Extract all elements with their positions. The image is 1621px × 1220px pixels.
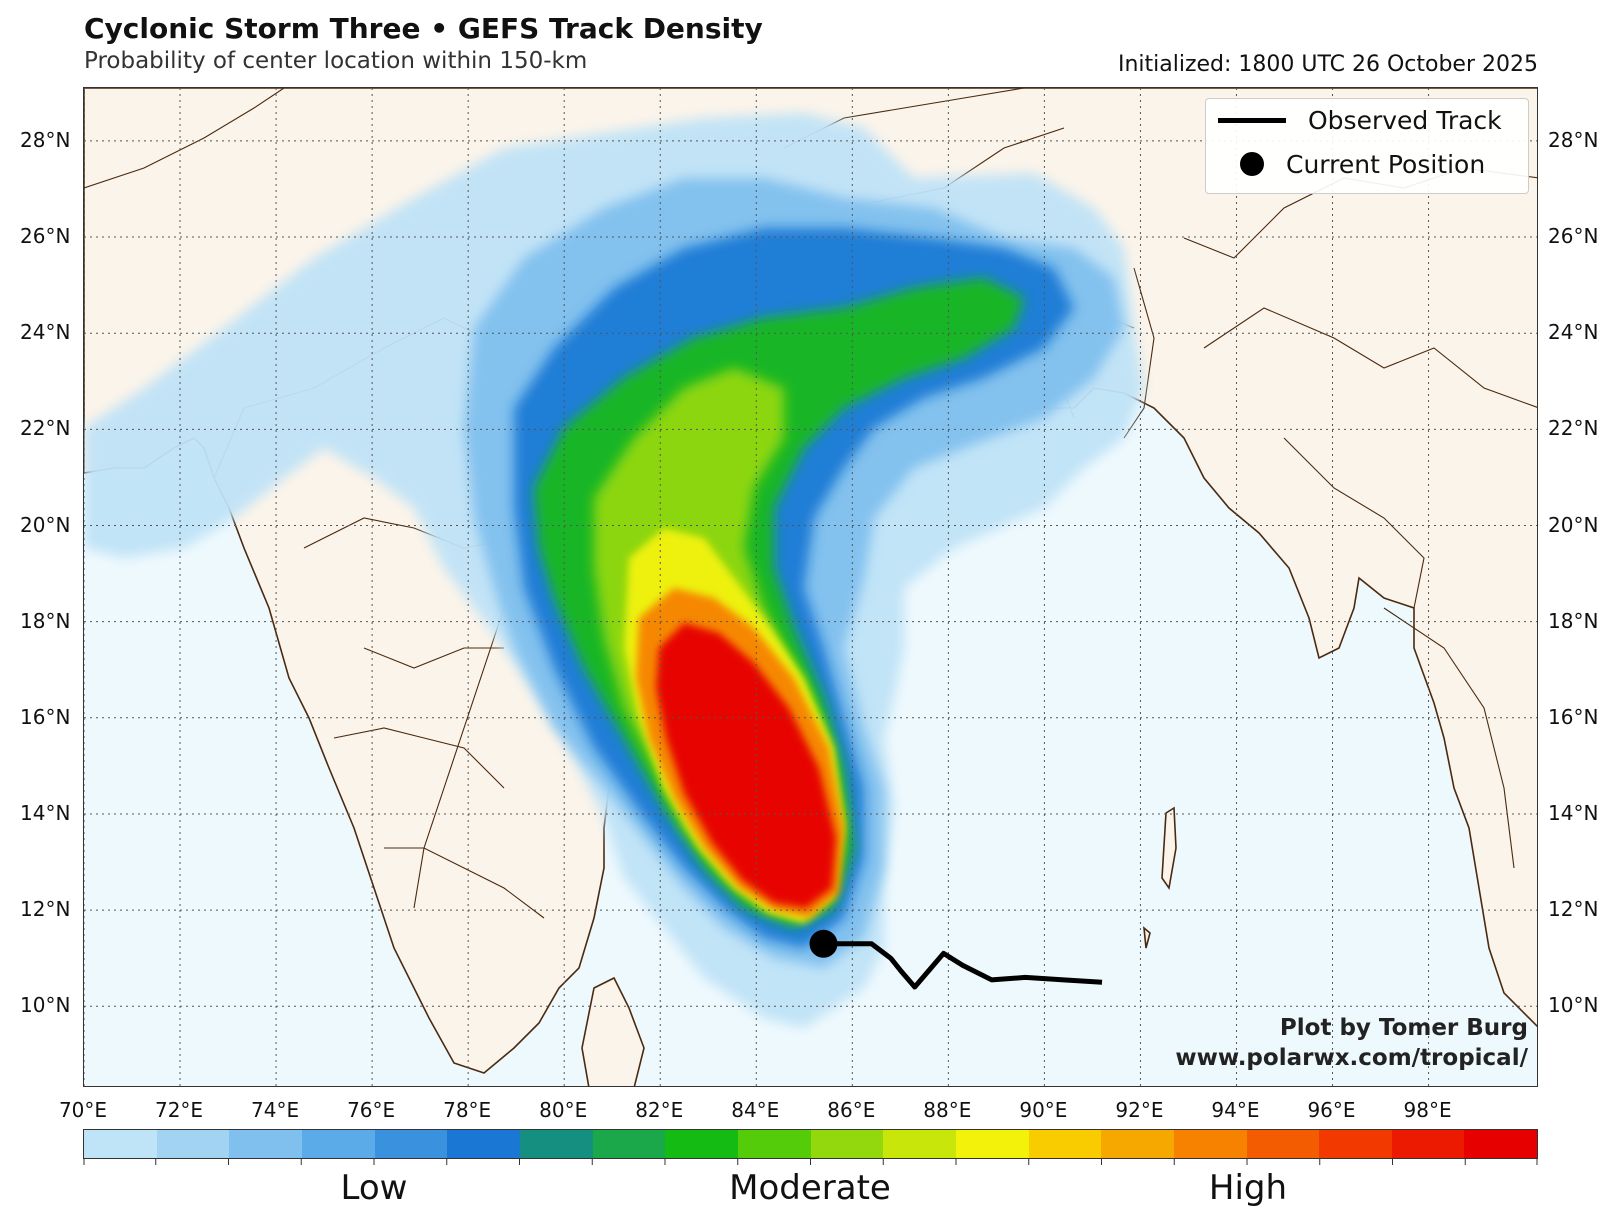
lon-label: 80°E bbox=[539, 1098, 588, 1122]
colorbar-segment bbox=[1464, 1130, 1538, 1158]
colorbar-segment bbox=[301, 1130, 375, 1158]
lat-label: 20°N bbox=[20, 512, 71, 537]
lat-label: 18°N bbox=[1548, 608, 1599, 633]
lat-label: 14°N bbox=[1548, 800, 1599, 825]
colorbar-segment bbox=[883, 1130, 956, 1158]
legend-track-label: Observed Track bbox=[1308, 105, 1502, 135]
lon-label: 78°E bbox=[443, 1098, 492, 1122]
density-field bbox=[84, 113, 1144, 1028]
colorbar-segment bbox=[447, 1130, 520, 1158]
credit-author: Plot by Tomer Burg bbox=[1279, 1015, 1528, 1041]
initialized-time: Initialized: 1800 UTC 26 October 2025 bbox=[1117, 52, 1538, 77]
lon-label: 90°E bbox=[1019, 1098, 1068, 1122]
chart-subtitle: Probability of center location within 15… bbox=[84, 48, 588, 74]
map-canvas bbox=[84, 88, 1537, 1086]
lat-label: 20°N bbox=[1548, 512, 1599, 537]
lat-label: 16°N bbox=[20, 704, 71, 729]
lat-label: 26°N bbox=[20, 224, 71, 249]
legend-position-label: Current Position bbox=[1286, 149, 1486, 179]
colorbar-segment bbox=[374, 1130, 448, 1158]
lon-label: 84°E bbox=[731, 1098, 780, 1122]
map-panel bbox=[83, 87, 1538, 1087]
colorbar-segment bbox=[84, 1130, 157, 1158]
colorbar-segment bbox=[737, 1130, 811, 1158]
colorbar-segment bbox=[1319, 1130, 1392, 1158]
andaman-islands bbox=[1161, 806, 1177, 891]
lat-label: 18°N bbox=[20, 608, 71, 633]
lon-label: 86°E bbox=[827, 1098, 876, 1122]
lat-label: 28°N bbox=[20, 127, 71, 152]
observed-track-line bbox=[823, 941, 1103, 990]
density-level-8 bbox=[656, 623, 836, 908]
lat-label: 10°N bbox=[20, 993, 71, 1018]
position-dot-swatch bbox=[1240, 152, 1264, 176]
lat-label: 22°N bbox=[1548, 416, 1599, 441]
lon-label: 72°E bbox=[154, 1098, 204, 1122]
lon-label: 82°E bbox=[635, 1098, 684, 1122]
nicobar-islands bbox=[1143, 926, 1151, 949]
colorbar-segment bbox=[1391, 1130, 1465, 1158]
lon-label: 98°E bbox=[1403, 1098, 1452, 1122]
lat-label: 24°N bbox=[1548, 320, 1599, 345]
legend-track-row: Observed Track bbox=[1206, 103, 1502, 137]
sri-lanka-land bbox=[581, 976, 645, 1086]
colorbar-high-label: High bbox=[1208, 1168, 1288, 1208]
colorbar-segment bbox=[156, 1130, 230, 1158]
lat-label: 12°N bbox=[20, 897, 71, 922]
lat-label: 22°N bbox=[20, 416, 71, 441]
lon-label: 92°E bbox=[1115, 1098, 1164, 1122]
colorbar-segment bbox=[810, 1130, 884, 1158]
legend-position-row: Current Position bbox=[1206, 147, 1485, 181]
current-position-marker bbox=[809, 929, 838, 958]
colorbar-segment bbox=[665, 1130, 738, 1158]
lon-label: 96°E bbox=[1307, 1098, 1356, 1122]
lon-label: 70°E bbox=[58, 1098, 108, 1122]
colorbar-ticks bbox=[83, 1159, 1538, 1165]
track-line-swatch bbox=[1218, 117, 1286, 123]
lon-label: 74°E bbox=[251, 1098, 300, 1122]
credit-url: www.polarwx.com/tropical/ bbox=[1175, 1045, 1528, 1071]
lon-label: 76°E bbox=[347, 1098, 396, 1122]
gridlines bbox=[84, 88, 1537, 1086]
colorbar-segment bbox=[1173, 1130, 1247, 1158]
colorbar-moderate-label: Moderate bbox=[729, 1168, 891, 1208]
lat-label: 14°N bbox=[20, 800, 71, 825]
colorbar-segment bbox=[1246, 1130, 1320, 1158]
lat-label: 26°N bbox=[1548, 224, 1599, 249]
colorbar-segment bbox=[955, 1130, 1029, 1158]
colorbar-low-label: Low bbox=[340, 1168, 408, 1208]
colorbar bbox=[83, 1129, 1538, 1159]
colorbar-segment bbox=[229, 1130, 302, 1158]
lat-label: 16°N bbox=[1548, 704, 1599, 729]
lat-label: 28°N bbox=[1548, 127, 1599, 152]
colorbar-segment bbox=[1028, 1130, 1102, 1158]
lat-label: 10°N bbox=[1548, 993, 1599, 1018]
chart-title: Cyclonic Storm Three • GEFS Track Densit… bbox=[84, 12, 763, 45]
lat-label: 24°N bbox=[20, 320, 71, 345]
lat-label: 12°N bbox=[1548, 897, 1599, 922]
colorbar-segment bbox=[519, 1130, 593, 1158]
colorbar-segment bbox=[592, 1130, 666, 1158]
colorbar-segment bbox=[1101, 1130, 1174, 1158]
lon-label: 88°E bbox=[923, 1098, 972, 1122]
map-legend: Observed Track Current Position bbox=[1205, 98, 1529, 194]
lon-label: 94°E bbox=[1211, 1098, 1260, 1122]
